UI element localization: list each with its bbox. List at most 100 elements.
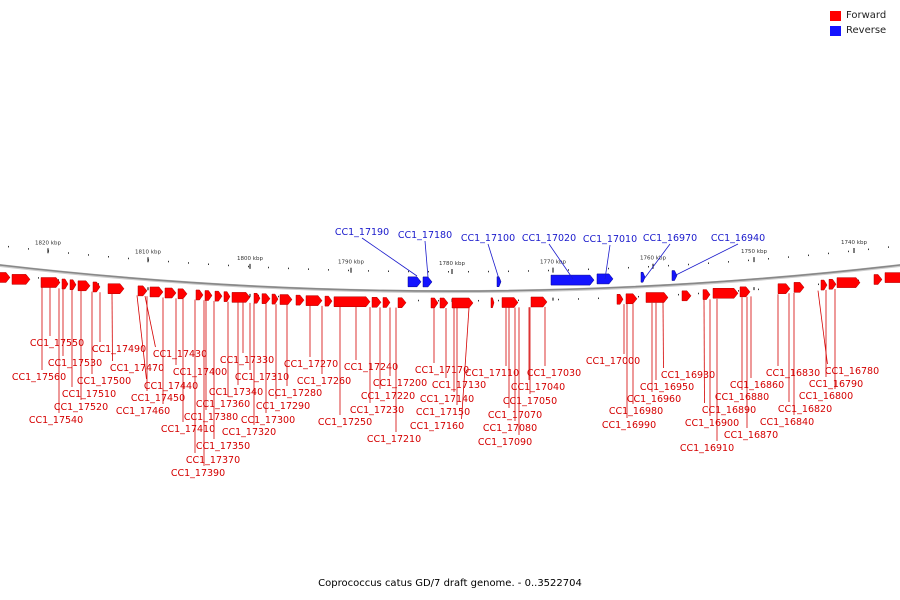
minor-tick [48, 250, 49, 252]
minor-tick [208, 263, 209, 265]
minor-tick [868, 248, 869, 251]
forward-gene-arrow [836, 277, 861, 288]
forward-gene-label: CC1_17290 [256, 401, 310, 412]
minor-tick-lower [558, 298, 559, 301]
forward-gene-label: CC1_17140 [420, 394, 474, 405]
minor-tick-lower [58, 279, 59, 281]
forward-gene-label: CC1_16980 [609, 406, 663, 417]
forward-gene-arrow [712, 288, 739, 299]
minor-tick-lower [418, 299, 419, 302]
forward-gene-label: CC1_17390 [171, 468, 225, 479]
forward-label-leader [136, 295, 147, 380]
minor-tick-lower [678, 293, 679, 296]
forward-label-leader [461, 307, 470, 420]
forward-gene-arrow [40, 277, 61, 288]
forward-gene-label: CC1_17000 [586, 356, 640, 367]
minor-tick [448, 270, 449, 273]
tick-label: 1780 kbp [439, 261, 465, 267]
reverse-gene-label: CC1_17190 [335, 227, 389, 238]
forward-gene-label: CC1_17080 [483, 423, 537, 434]
forward-gene-label: CC1_16910 [680, 443, 734, 454]
forward-gene-label: CC1_17110 [465, 368, 519, 379]
forward-gene-label: CC1_17050 [503, 396, 557, 407]
minor-tick [288, 267, 289, 270]
reverse-gene-arrow [407, 276, 422, 288]
forward-gene-label: CC1_17170 [415, 365, 469, 376]
tick-label: 1810 kbp [135, 249, 161, 255]
legend-reverse-label: Reverse [846, 25, 887, 36]
forward-gene-arrow [625, 293, 638, 305]
forward-gene-arrow [253, 292, 261, 304]
minor-tick [528, 270, 529, 272]
minor-tick [888, 246, 889, 248]
forward-gene-label: CC1_17330 [220, 355, 274, 366]
forward-gene-arrow [271, 293, 279, 305]
forward-gene-label: CC1_17300 [241, 415, 295, 426]
legend: Forward Reverse [830, 8, 892, 38]
forward-gene-label: CC1_17030 [527, 368, 581, 379]
forward-gene-label: CC1_17540 [29, 415, 83, 426]
forward-gene-arrow [92, 281, 101, 293]
forward-gene-label: CC1_17310 [235, 372, 289, 383]
forward-gene-label: CC1_16930 [661, 370, 715, 381]
forward-gene-label: CC1_17260 [297, 376, 351, 387]
minor-tick [848, 250, 849, 253]
forward-gene-label: CC1_17440 [144, 381, 198, 392]
map-caption: Coprococcus catus GD/7 draft genome. - 0… [318, 578, 582, 589]
tick-label: 1750 kbp [741, 249, 767, 255]
reverse-gene-label: CC1_17010 [583, 234, 637, 245]
minor-tick-lower [598, 297, 599, 300]
forward-gene-arrow [177, 288, 188, 300]
minor-tick [628, 266, 629, 269]
forward-gene-arrow [0, 272, 11, 283]
reverse-label-leader [548, 243, 574, 280]
minor-tick [568, 269, 569, 271]
reverse-label-leader [643, 243, 671, 280]
forward-gene-arrow [305, 295, 323, 306]
forward-gene-arrow [397, 297, 407, 308]
forward-label-leader [144, 295, 156, 348]
minor-tick [128, 257, 129, 260]
forward-gene-label: CC1_16830 [766, 368, 820, 379]
minor-tick [588, 268, 589, 271]
reverse-label-leader [673, 243, 739, 277]
forward-gene-label: CC1_16780 [825, 366, 879, 377]
minor-tick-lower [638, 295, 639, 298]
minor-tick [808, 254, 809, 257]
forward-gene-arrow [439, 297, 449, 309]
forward-gene-label: CC1_16960 [627, 394, 681, 405]
forward-gene-arrow [382, 297, 391, 308]
forward-gene-label: CC1_16820 [778, 404, 832, 415]
reverse-gene-label: CC1_16970 [643, 233, 697, 244]
minor-tick [328, 269, 329, 271]
legend-item-reverse: Reverse [830, 23, 892, 38]
forward-gene-label: CC1_17400 [173, 367, 227, 378]
forward-labels-layer: CC1_17550CC1_17530CC1_17560CC1_17510CC1_… [12, 286, 879, 479]
minor-tick [748, 259, 749, 262]
reverse-swatch [830, 25, 841, 36]
forward-gene-label: CC1_16870 [724, 430, 778, 441]
tick-label: 1770 kbp [540, 260, 566, 266]
minor-tick [168, 260, 169, 263]
tick-label: 1790 kbp [338, 260, 364, 266]
minor-tick [388, 270, 389, 273]
legend-item-forward: Forward [830, 8, 892, 23]
forward-gene-arrow [231, 292, 251, 303]
forward-gene-arrow [490, 297, 495, 309]
forward-gene-label: CC1_16800 [799, 391, 853, 402]
minor-tick-lower [38, 277, 39, 279]
minor-tick-lower [98, 283, 99, 285]
forward-gene-arrow [702, 289, 711, 300]
forward-gene-arrow [739, 286, 751, 298]
reverse-label-leader [604, 244, 611, 280]
reverse-label-leader [424, 240, 429, 278]
forward-gene-label: CC1_17320 [222, 427, 276, 438]
forward-gene-arrow [777, 283, 791, 294]
minor-tick [508, 270, 509, 273]
forward-gene-label: CC1_17130 [432, 380, 486, 391]
minor-tick-lower [818, 283, 819, 286]
minor-tick [488, 270, 489, 273]
forward-gene-label: CC1_17200 [373, 378, 427, 389]
minor-tick-lower [518, 299, 519, 302]
forward-gene-label: CC1_17490 [92, 344, 146, 355]
